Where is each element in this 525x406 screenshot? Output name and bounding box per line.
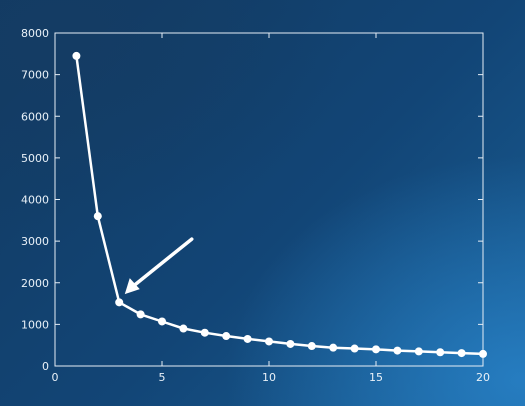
data-point: [436, 348, 445, 357]
x-tick-label: 15: [369, 371, 383, 384]
plot-axes: [54, 32, 484, 367]
y-tick-label: 8000: [21, 27, 49, 40]
data-point: [393, 346, 402, 355]
data-point: [115, 298, 124, 307]
data-point: [243, 334, 252, 343]
data-point: [414, 347, 423, 356]
data-point: [457, 349, 466, 358]
data-point: [93, 212, 102, 221]
y-tick-label: 7000: [21, 69, 49, 82]
elbow-arrow: [127, 237, 194, 291]
x-tick-label: 0: [52, 371, 59, 384]
y-tick-label: 3000: [21, 235, 49, 248]
y-tick-label: 4000: [21, 194, 49, 207]
plot-frame: [54, 32, 484, 367]
data-point: [179, 324, 188, 333]
data-point: [222, 332, 231, 341]
data-point: [200, 328, 209, 337]
y-tick-label: 0: [42, 360, 49, 373]
data-point: [479, 349, 487, 358]
series-group: [72, 51, 487, 358]
data-point: [158, 317, 166, 326]
data-point: [372, 345, 380, 354]
data-point: [307, 342, 316, 351]
data-point: [350, 344, 359, 353]
data-point: [136, 310, 145, 319]
y-tick-label: 5000: [21, 152, 49, 165]
data-point: [286, 339, 295, 348]
tick-group: 0 1000 2000 3000 4000 5000 6000 7000 8000 0 5 10 15 2…: [21, 27, 490, 384]
x-tick-label: 20: [476, 371, 490, 384]
data-point: [72, 51, 81, 60]
elbow-arrow-head: [124, 278, 140, 295]
data-point: [265, 337, 273, 346]
y-tick-label: 1000: [21, 318, 49, 331]
annotation-group: [124, 237, 194, 295]
x-tick-label: 5: [159, 371, 166, 384]
y-tick-label: 6000: [21, 110, 49, 123]
data-point: [329, 343, 338, 352]
x-tick-label: 10: [262, 371, 276, 384]
series-line: [75, 54, 485, 356]
y-tick-label: 2000: [21, 277, 49, 290]
